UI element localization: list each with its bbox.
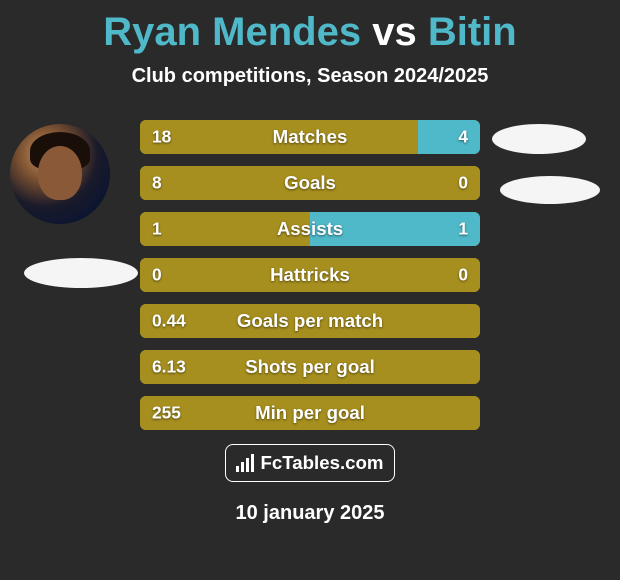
stat-row: 18 4 Matches xyxy=(140,120,480,154)
date-text: 10 january 2025 xyxy=(236,502,385,525)
stat-label: Min per goal xyxy=(255,402,365,424)
player2-flag-1 xyxy=(492,124,586,154)
stat-value-right: 1 xyxy=(458,219,468,240)
stat-value-left: 1 xyxy=(152,219,162,240)
comparison-chart: 18 4 Matches 8 0 Goals 1 1 Assists 0 0 Hattricks 0.4… xyxy=(140,120,480,442)
stat-label: Shots per goal xyxy=(245,356,375,378)
player1-flag xyxy=(24,258,138,288)
player1-name: Ryan Mendes xyxy=(103,10,361,54)
stat-value-left: 0.44 xyxy=(152,311,186,332)
stat-value-left: 0 xyxy=(152,265,162,286)
stat-value-right: 4 xyxy=(458,127,468,148)
stat-row: 255 Min per goal xyxy=(140,396,480,430)
stat-value-left: 6.13 xyxy=(152,357,186,378)
subtitle: Club competitions, Season 2024/2025 xyxy=(0,65,620,88)
stat-label: Assists xyxy=(277,218,343,240)
player2-flag-2 xyxy=(500,176,600,204)
stat-bar-right xyxy=(418,120,480,154)
stat-value-left: 255 xyxy=(152,403,181,424)
stat-label: Goals xyxy=(284,172,336,194)
logo-text: FcTables.com xyxy=(260,452,383,474)
stat-row: 1 1 Assists xyxy=(140,212,480,246)
logo-bars-icon xyxy=(236,454,254,472)
stat-row: 0 0 Hattricks xyxy=(140,258,480,292)
stat-label: Matches xyxy=(273,126,348,148)
fctables-logo: FcTables.com xyxy=(225,444,395,482)
stat-value-left: 8 xyxy=(152,173,162,194)
stat-label: Goals per match xyxy=(237,310,383,332)
stat-row: 8 0 Goals xyxy=(140,166,480,200)
stat-value-right: 0 xyxy=(458,173,468,194)
stat-label: Hattricks xyxy=(270,264,350,286)
player1-avatar xyxy=(10,124,110,224)
player2-name: Bitin xyxy=(428,10,517,54)
stat-row: 6.13 Shots per goal xyxy=(140,350,480,384)
stat-value-left: 18 xyxy=(152,127,171,148)
page-title: Ryan Mendes vs Bitin xyxy=(0,0,620,55)
stat-row: 0.44 Goals per match xyxy=(140,304,480,338)
stat-value-right: 0 xyxy=(458,265,468,286)
vs-text: vs xyxy=(372,10,417,54)
